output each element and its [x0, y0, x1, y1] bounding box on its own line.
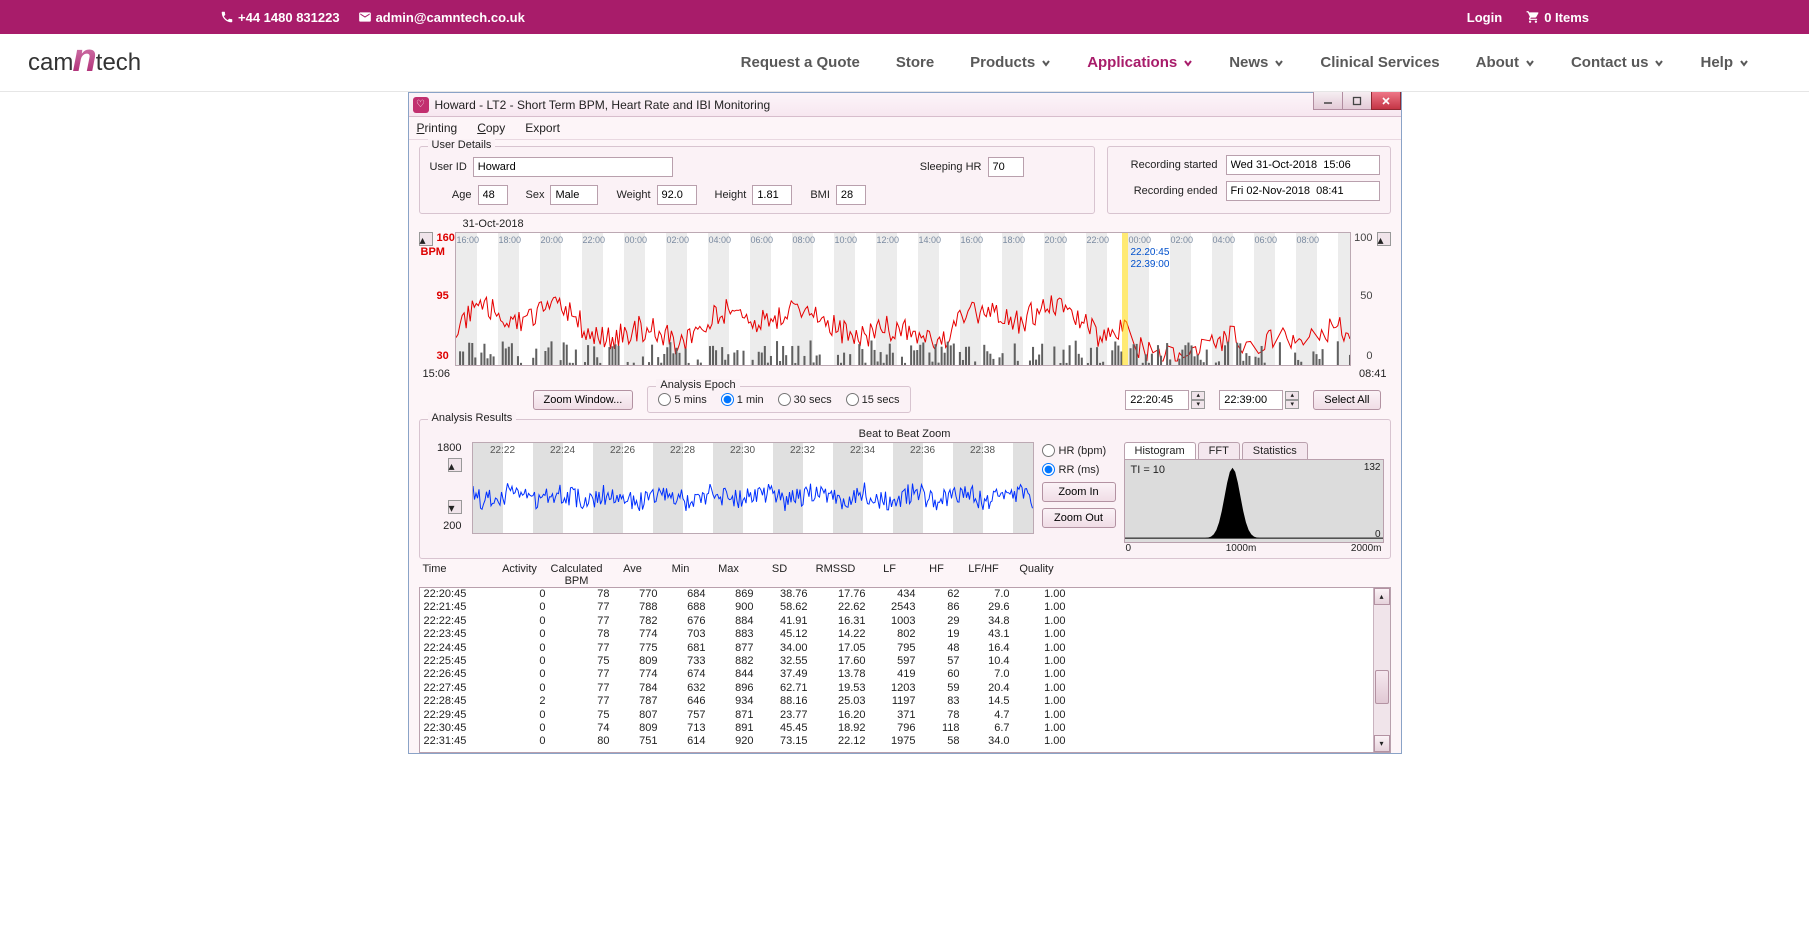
email-icon — [358, 10, 372, 24]
histogram-chart: TI = 10 132 0 — [1124, 459, 1384, 543]
yaxis-spinner[interactable]: ▴ — [419, 232, 433, 246]
chart-date: 31-Oct-2018 — [463, 218, 1391, 230]
window-title: Howard - LT2 - Short Term BPM, Heart Rat… — [435, 98, 771, 112]
title-bar: ♡ Howard - LT2 - Short Term BPM, Heart R… — [409, 93, 1401, 117]
login-link[interactable]: Login — [1467, 10, 1502, 25]
time-to-field[interactable]: ▴▾ — [1219, 390, 1299, 410]
sleepinghr-input[interactable] — [988, 157, 1024, 177]
sex-input[interactable] — [550, 185, 598, 205]
epoch-15secs[interactable]: 15 secs — [846, 393, 900, 406]
nav-store[interactable]: Store — [896, 54, 934, 71]
menu-bar: Printing Copy Export — [409, 117, 1401, 140]
main-navbar: camntech Request a Quote Store Products App… — [0, 34, 1809, 92]
table-row[interactable]: 22:20:4507877068486938.7617.76434627.01.… — [420, 588, 1390, 601]
table-row[interactable]: 22:30:4507480971389145.4518.927961186.71… — [420, 722, 1390, 735]
table-row[interactable]: 22:23:4507877470388345.1214.228021943.11… — [420, 628, 1390, 641]
cart-link[interactable]: 0 Items — [1526, 10, 1589, 25]
nav-about[interactable]: About — [1476, 54, 1535, 71]
table-row[interactable]: 22:27:4507778463289662.7119.5312035920.4… — [420, 682, 1390, 695]
selection-highlight — [1122, 233, 1128, 365]
hr-radio[interactable]: HR (bpm) — [1042, 444, 1116, 457]
app-icon: ♡ — [413, 97, 429, 113]
table-row[interactable]: 22:22:4507778267688441.9116.3110032934.8… — [420, 615, 1390, 628]
rr-radio[interactable]: RR (ms) — [1042, 463, 1116, 476]
y2-spinner[interactable]: ▴ — [1377, 232, 1391, 246]
recording-times-group: Recording started Recording ended — [1107, 146, 1391, 214]
time-from-field[interactable]: ▴▾ — [1125, 390, 1205, 410]
main-bpm-chart[interactable]: 16:0018:0020:0022:0000:0002:0004:0006:00… — [455, 232, 1351, 366]
b2b-min-spinner[interactable]: ▾ — [448, 500, 462, 514]
minimize-button[interactable] — [1313, 92, 1343, 110]
user-details-group: User Details User ID Sleeping HR Age Sex… — [419, 146, 1095, 214]
zoom-in-button[interactable]: Zoom In — [1042, 482, 1116, 502]
table-row[interactable]: 22:31:4508075161492073.1522.1219755834.0… — [420, 735, 1390, 748]
table-row[interactable]: 22:25:4507580973388232.5517.605975710.41… — [420, 655, 1390, 668]
userid-input[interactable] — [473, 157, 673, 177]
nav-request-a-quote[interactable]: Request a Quote — [741, 54, 860, 71]
close-button[interactable] — [1371, 92, 1401, 110]
b2b-title: Beat to Beat Zoom — [426, 428, 1384, 440]
top-utility-bar: +44 1480 831223 admin@camntech.co.uk Log… — [0, 0, 1809, 34]
nav-applications[interactable]: Applications — [1087, 54, 1193, 71]
epoch-30secs[interactable]: 30 secs — [778, 393, 832, 406]
nav-contact-us[interactable]: Contact us — [1571, 54, 1665, 71]
recend-field — [1226, 181, 1380, 201]
y-axis-left: ▴ 160 BPM 95 30 — [419, 232, 455, 366]
nav-help[interactable]: Help — [1700, 54, 1749, 71]
table-row[interactable]: 22:24:4507777568187734.0017.057954816.41… — [420, 642, 1390, 655]
nav-products[interactable]: Products — [970, 54, 1051, 71]
weight-input[interactable] — [657, 185, 697, 205]
cart-icon — [1526, 10, 1540, 24]
epoch-1min[interactable]: 1 min — [721, 393, 764, 406]
table-row[interactable]: 22:26:4507777467484437.4913.78419607.01.… — [420, 668, 1390, 681]
results-table: TimeActivityCalculatedBPMAveMinMaxSDRMSS… — [419, 563, 1391, 753]
height-input[interactable] — [752, 185, 792, 205]
nav-links: Request a Quote Store Products Applications… — [741, 54, 1789, 71]
nav-news[interactable]: News — [1229, 54, 1284, 71]
zoom-window-button[interactable]: Zoom Window... — [533, 390, 634, 410]
b2b-max-spinner[interactable]: ▴ — [448, 458, 462, 472]
menu-copy[interactable]: Copy — [477, 121, 505, 135]
beat-to-beat-chart[interactable]: 22:2222:2422:2622:2822:3022:3222:3422:36… — [472, 442, 1034, 534]
recstart-field — [1226, 155, 1380, 175]
table-row[interactable]: 22:28:4527778764693488.1625.0311978314.5… — [420, 695, 1390, 708]
age-input[interactable] — [478, 185, 508, 205]
chart-end-time: 08:41 — [1359, 368, 1387, 380]
table-row[interactable]: 22:29:4507580775787123.7716.20371784.71.… — [420, 709, 1390, 722]
tab-histogram[interactable]: Histogram — [1124, 442, 1196, 459]
menu-export[interactable]: Export — [525, 121, 560, 135]
tab-fft[interactable]: FFT — [1198, 442, 1240, 459]
epoch-5mins[interactable]: 5 mins — [658, 393, 706, 406]
logo[interactable]: camntech — [28, 40, 141, 85]
table-row[interactable]: 22:21:4507778868890058.6222.6225438629.6… — [420, 601, 1390, 614]
bmi-input[interactable] — [836, 185, 866, 205]
maximize-button[interactable] — [1342, 92, 1372, 110]
phone-icon — [220, 10, 234, 24]
phone-link[interactable]: +44 1480 831223 — [220, 10, 340, 25]
select-all-button[interactable]: Select All — [1313, 390, 1380, 410]
user-details-title: User Details — [428, 139, 496, 151]
chart-start-time: 15:06 — [423, 368, 451, 380]
tab-statistics[interactable]: Statistics — [1242, 442, 1308, 459]
nav-clinical-services[interactable]: Clinical Services — [1320, 54, 1439, 71]
email-link[interactable]: admin@camntech.co.uk — [358, 10, 525, 25]
analysis-results-group: Analysis Results Beat to Beat Zoom 1800 … — [419, 419, 1391, 559]
table-scrollbar[interactable]: ▴ ▾ — [1373, 588, 1390, 752]
app-window: ♡ Howard - LT2 - Short Term BPM, Heart R… — [408, 92, 1402, 754]
menu-printing[interactable]: Printing — [417, 121, 458, 135]
analysis-epoch-group: Analysis Epoch 5 mins 1 min 30 secs 15 s… — [647, 386, 910, 413]
zoom-out-button[interactable]: Zoom Out — [1042, 508, 1116, 528]
y-axis-right: 100 ▴ 50 0 — [1351, 232, 1391, 366]
